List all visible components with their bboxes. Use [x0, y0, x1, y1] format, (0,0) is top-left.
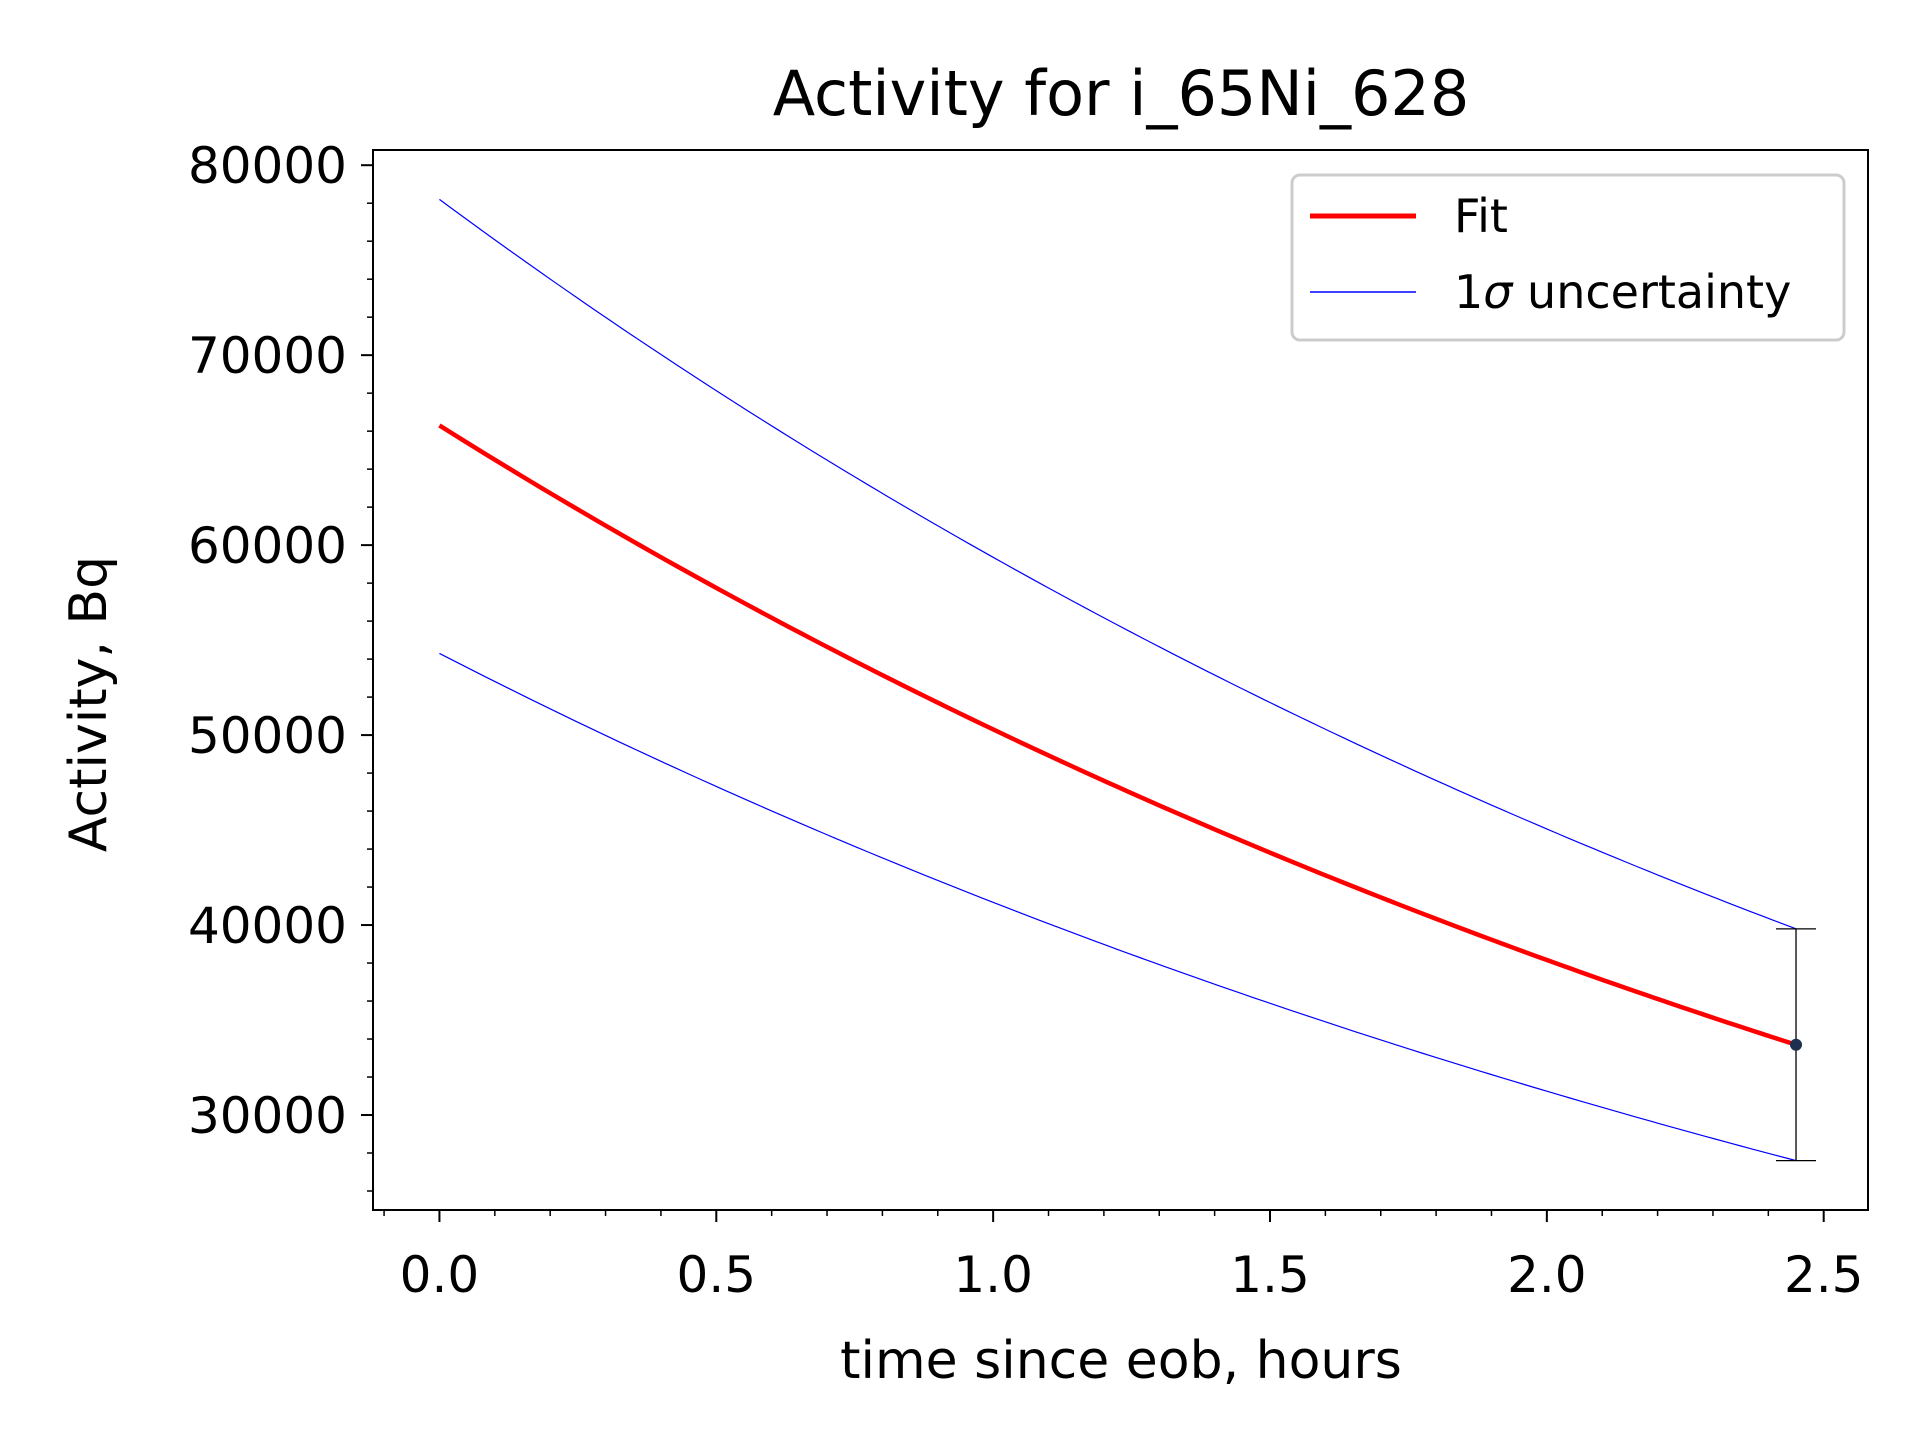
series-line-0	[438, 423, 1797, 1047]
y-tick-label-4: 70000	[188, 327, 347, 385]
series-line-2	[439, 652, 1797, 1162]
legend-fit-label: Fit	[1454, 189, 1508, 243]
legend-uncertainty-label-one: 1	[1454, 265, 1483, 319]
x-tick-label-0: 0.0	[400, 1246, 480, 1304]
y-tick-label-5: 80000	[188, 137, 347, 195]
legend: Fit 1σ uncertainty	[1290, 173, 1846, 342]
x-axis-label: time since eob, hours	[840, 1331, 1402, 1391]
data-point-0	[1790, 1038, 1803, 1051]
chart-title: Activity for i_65Ni_628	[773, 57, 1470, 130]
plot-frame	[372, 149, 1869, 1211]
y-axis-label: Activity, Bq	[59, 556, 119, 852]
plot-area	[438, 198, 1817, 1162]
y-tick-label-2: 50000	[188, 707, 347, 765]
x-axis: 0.0 0.5 1.0 1.5 2.0 2.5	[383, 1210, 1864, 1304]
x-tick-label-5: 2.5	[1784, 1246, 1864, 1304]
y-tick-label-1: 40000	[188, 897, 347, 955]
x-tick-label-1: 0.5	[677, 1246, 757, 1304]
y-axis: 30000 40000 50000 60000 70000 80000	[188, 137, 373, 1192]
x-tick-label-4: 2.0	[1507, 1246, 1587, 1304]
legend-frame	[1290, 173, 1846, 342]
y-tick-label-3: 60000	[188, 517, 347, 575]
legend-uncertainty-label: 1σ uncertainty	[1454, 265, 1791, 319]
y-tick-label-0: 30000	[188, 1087, 347, 1145]
x-tick-label-2: 1.0	[953, 1246, 1033, 1304]
legend-sigma-symbol: σ	[1483, 265, 1514, 319]
x-tick-label-3: 1.5	[1230, 1246, 1310, 1304]
legend-uncertainty-label-rest: uncertainty	[1512, 265, 1791, 319]
series-line-1	[439, 198, 1797, 930]
